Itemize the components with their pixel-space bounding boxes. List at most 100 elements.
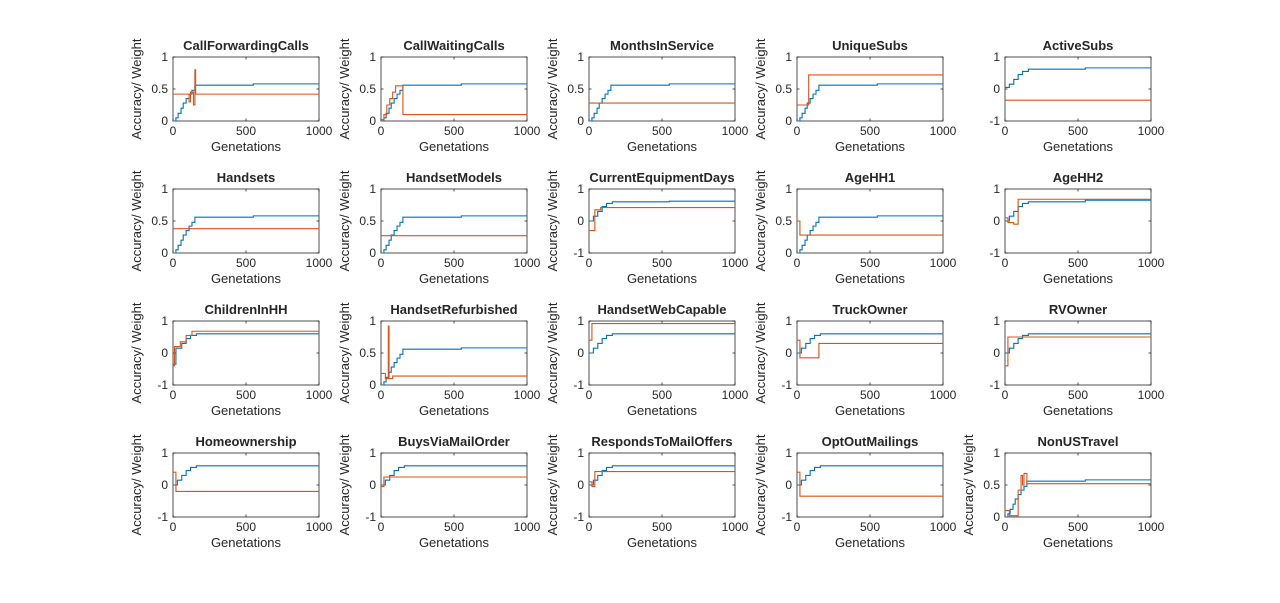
- y-tick-label: 0.5: [983, 478, 1000, 492]
- y-axis-label: Accuracy/ Weight: [753, 434, 768, 535]
- series-line-2: [173, 69, 319, 106]
- plot-area: [1004, 452, 1152, 518]
- y-tick-label: 0: [993, 214, 1000, 228]
- series-line-2: [589, 471, 735, 488]
- subplot-title: CurrentEquipmentDays: [589, 170, 734, 185]
- subplot-title: Handsets: [217, 170, 276, 185]
- x-tick-label: 500: [860, 124, 880, 138]
- x-tick-label: 0: [378, 388, 385, 402]
- subplot-title: MonthsInService: [610, 38, 714, 53]
- y-tick-label: 1: [785, 314, 792, 328]
- y-tick-label: 0: [577, 114, 584, 128]
- x-tick-label: 0: [170, 256, 177, 270]
- x-tick-label: 0: [794, 124, 801, 138]
- series-line-2: [173, 471, 319, 492]
- subplot-4: 0 500 1000 0 0.5 1 UniqueSubs Genetations Accura…: [753, 38, 957, 154]
- series-line-1: [173, 465, 319, 486]
- y-axis-label: Accuracy/ Weight: [129, 170, 144, 271]
- x-tick-label: 500: [236, 124, 256, 138]
- y-axis-label: Accuracy/ Weight: [545, 434, 560, 535]
- plot-area: [172, 452, 320, 518]
- x-tick-label: 1000: [930, 256, 957, 270]
- x-tick-label: 1000: [306, 124, 333, 138]
- x-tick-label: 500: [860, 388, 880, 402]
- y-axis-label: Accuracy/ Weight: [129, 302, 144, 403]
- x-tick-label: 500: [1068, 520, 1088, 534]
- y-tick-label: 0: [161, 346, 168, 360]
- y-tick-label: -1: [365, 510, 376, 524]
- series-line-2: [797, 74, 943, 106]
- y-tick-label: 0: [369, 114, 376, 128]
- series-line-2: [381, 476, 527, 488]
- x-axis-label: Genetations: [835, 403, 906, 418]
- x-axis-label: Genetations: [835, 139, 906, 154]
- x-tick-label: 500: [444, 124, 464, 138]
- x-tick-label: 1000: [1138, 388, 1165, 402]
- y-tick-label: -1: [573, 378, 584, 392]
- y-tick-label: 0: [993, 82, 1000, 96]
- series-line-2: [1005, 336, 1151, 367]
- y-tick-label: -1: [989, 114, 1000, 128]
- y-tick-label: -1: [989, 378, 1000, 392]
- series-line-1: [589, 200, 735, 222]
- y-tick-label: -1: [573, 246, 584, 260]
- x-tick-label: 1000: [722, 124, 749, 138]
- x-tick-label: 0: [586, 388, 593, 402]
- x-tick-label: 500: [236, 520, 256, 534]
- plot-area: [588, 320, 736, 386]
- y-tick-label: 0: [161, 478, 168, 492]
- x-tick-label: 1000: [930, 520, 957, 534]
- subplot-18: 0 500 1000-101RespondsToMailOffersGenetati…: [545, 434, 749, 550]
- plot-area: [588, 188, 736, 254]
- x-tick-label: 500: [652, 256, 672, 270]
- series-line-1: [797, 83, 943, 122]
- x-tick-label: 500: [444, 388, 464, 402]
- x-axis-label: Genetations: [627, 403, 698, 418]
- plot-area: [172, 56, 320, 122]
- series-line-1: [381, 465, 527, 486]
- x-tick-label: 1000: [514, 520, 541, 534]
- x-axis-label: Genetations: [627, 271, 698, 286]
- subplot-3: 0 500 1000 0 0.5 1 MonthsInService Genetations A…: [545, 38, 749, 154]
- x-tick-label: 500: [860, 256, 880, 270]
- subplot-13: 0 500 1000-101HandsetWebCapableGenetations…: [545, 302, 749, 418]
- plot-area: [172, 320, 320, 386]
- subplot-16: 0 500 1000-101HomeownershipGenetationsAccu…: [129, 434, 333, 550]
- x-tick-label: 0: [170, 124, 177, 138]
- x-axis-label: Genetations: [627, 139, 698, 154]
- x-tick-label: 0: [794, 388, 801, 402]
- x-axis-label: Genetations: [419, 403, 490, 418]
- x-axis-label: Genetations: [419, 535, 490, 550]
- x-tick-label: 0: [170, 388, 177, 402]
- x-tick-label: 500: [1068, 124, 1088, 138]
- subplot-title: HandsetModels: [406, 170, 502, 185]
- subplot-title: ChildrenInHH: [204, 302, 287, 317]
- y-tick-label: 0.5: [775, 82, 792, 96]
- series-line-1: [589, 83, 735, 122]
- y-tick-label: 1: [161, 182, 168, 196]
- series-line-2: [589, 207, 735, 232]
- series-line-1: [1005, 333, 1151, 354]
- y-tick-label: 0: [785, 346, 792, 360]
- y-axis-label: Accuracy/ Weight: [337, 38, 352, 139]
- subplot-8: 0 500 1000-101CurrentEquipmentDaysGenetati…: [545, 170, 749, 286]
- y-tick-label: 0: [785, 478, 792, 492]
- subplot-title: AgeHH1: [845, 170, 896, 185]
- x-tick-label: 0: [378, 256, 385, 270]
- y-tick-label: 0: [369, 246, 376, 260]
- y-axis-label: Accuracy/ Weight: [545, 302, 560, 403]
- x-axis-label: Genetations: [1043, 535, 1114, 550]
- y-tick-label: -1: [989, 246, 1000, 260]
- y-tick-label: 1: [993, 50, 1000, 64]
- series-line-1: [1005, 67, 1151, 88]
- x-axis-label: Genetations: [1043, 139, 1114, 154]
- x-tick-label: 500: [236, 388, 256, 402]
- plot-area: [1004, 56, 1152, 122]
- x-tick-label: 0: [794, 256, 801, 270]
- subplot-title: ActiveSubs: [1043, 38, 1114, 53]
- x-tick-label: 500: [1068, 256, 1088, 270]
- y-tick-label: 1: [993, 182, 1000, 196]
- y-tick-label: 1: [785, 446, 792, 460]
- y-tick-label: -1: [157, 378, 168, 392]
- subplot-12: 0 500 1000 0 0.5 1 HandsetRefurbished Genetatio…: [337, 302, 541, 418]
